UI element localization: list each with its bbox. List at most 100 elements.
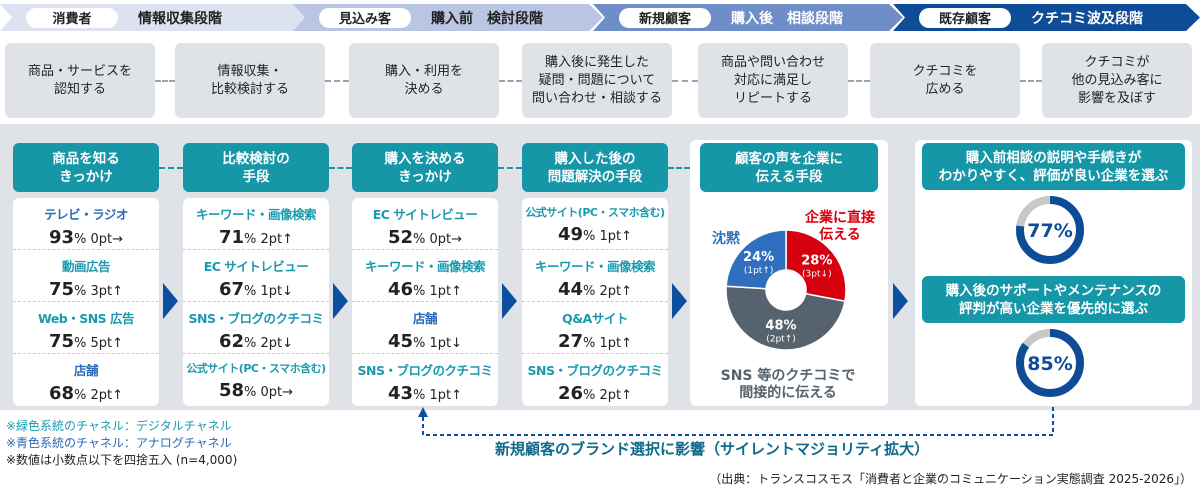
channel-item: SNS・ブログのクチコミ 43% 1pt↑ — [352, 354, 498, 406]
percent-unit: % — [74, 336, 91, 351]
percent-unit: % — [244, 232, 261, 247]
pt-change: 1pt↑ — [429, 284, 463, 299]
channel-label: SNS・ブログのクチコミ — [188, 311, 324, 326]
column-header: 購入した後の 問題解決の手段 — [522, 143, 668, 192]
arrow-up-icon — [418, 407, 428, 417]
step-connector — [325, 80, 349, 82]
channel-label: 店舗 — [73, 363, 99, 378]
stage-4: 既存顧客 クチコミ波及段階 — [893, 4, 1200, 31]
voice-header: 顧客の声を企業に 伝える手段 — [700, 143, 878, 192]
column-header: 商品を知る きっかけ — [13, 143, 159, 192]
stage-pill: 消費者 — [26, 8, 118, 28]
stage-title: 購入後 相談段階 — [731, 10, 843, 27]
channel-item: キーワード・画像検索 44% 2pt↑ — [522, 250, 668, 302]
percent-unit: % — [244, 385, 261, 400]
percent-unit: % — [413, 284, 430, 299]
influence-connector — [418, 407, 1054, 436]
percent-unit: % — [74, 388, 91, 403]
channel-label: 店舗 — [412, 311, 438, 326]
channel-label: SNS・ブログのクチコミ — [527, 363, 663, 378]
header-connector — [159, 167, 183, 169]
slice-label: 企業に直接 — [804, 209, 875, 226]
channel-label: EC サイトレビュー — [372, 207, 478, 222]
percentage: 58 — [218, 380, 245, 401]
source-citation: （出典：トランスコスモス「消費者と企業のコミュニケーション実態調査 2025-2… — [709, 472, 1192, 486]
channel-label: 動画広告 — [61, 259, 111, 274]
header-connector — [498, 167, 522, 169]
channel-value: 68% 2pt↑ — [13, 383, 159, 404]
channel-value: 62% 2pt↓ — [183, 331, 329, 352]
column-header: 比較検討の 手段 — [183, 143, 329, 192]
percentage: 68 — [48, 383, 75, 404]
step-connector — [499, 80, 522, 82]
notes: ※緑色系統のチャネル：デジタルチャネル ※青色系統のチャネル：アナログチャネル … — [6, 418, 237, 469]
percentage: 44 — [557, 279, 584, 300]
pt-change: 1pt↓ — [429, 336, 463, 351]
stage-pill: 見込み客 — [319, 8, 411, 28]
percentage: 43 — [387, 383, 414, 404]
percent-unit: % — [583, 229, 600, 244]
stage-1: 消費者 情報収集段階 — [0, 4, 310, 31]
channel-value: 75% 5pt↑ — [13, 331, 159, 352]
pt-change: 1pt↑ — [599, 336, 633, 351]
channel-label: 公式サイト(PC・スマホ含む) — [525, 206, 665, 219]
pt-change: 0pt→ — [90, 232, 124, 247]
journey-step: クチコミを 広める — [870, 43, 1020, 118]
channel-value: 46% 1pt↑ — [352, 279, 498, 300]
percentage: 45 — [387, 331, 414, 352]
stage-2: 見込み客 購入前 検討段階 — [293, 4, 603, 31]
pt-change: 2pt↑ — [599, 284, 633, 299]
pt-change: 3pt↑ — [90, 284, 124, 299]
pt-change: 1pt↑ — [429, 388, 463, 403]
channel-value: 93% 0pt→ — [13, 227, 159, 248]
channel-value: 71% 2pt↑ — [183, 227, 329, 248]
pt-change: 1pt↓ — [260, 284, 294, 299]
channel-item: キーワード・画像検索 46% 1pt↑ — [352, 250, 498, 302]
dashed-connector-line — [422, 407, 1054, 436]
channel-item: テレビ・ラジオ 93% 0pt→ — [13, 198, 159, 250]
pt-change: 5pt↑ — [90, 336, 124, 351]
journey-step: 商品や問い合わせ 対応に満足し リピートする — [698, 43, 848, 118]
channel-value: 43% 1pt↑ — [352, 383, 498, 404]
slice-label: SNS 等のクチコミで — [721, 367, 856, 384]
percent-unit: % — [244, 336, 261, 351]
ring-progress — [1016, 196, 1084, 264]
pt-change: 2pt↑ — [90, 388, 124, 403]
channel-item: SNS・ブログのクチコミ 62% 2pt↓ — [183, 302, 329, 354]
percent-unit: % — [244, 284, 261, 299]
percentage: 75 — [48, 331, 75, 352]
channel-value: 44% 2pt↑ — [522, 279, 668, 300]
channel-value: 27% 1pt↑ — [522, 331, 668, 352]
channel-value: 58% 0pt→ — [183, 380, 329, 401]
channel-item: 公式サイト(PC・スマホ含む) 58% 0pt→ — [183, 354, 329, 406]
slice-change: (3pt↓) — [802, 270, 832, 280]
stage-title: クチコミ波及段階 — [1031, 10, 1143, 27]
journey-step: 商品・サービスを 認知する — [5, 43, 155, 118]
stage-title: 情報収集段階 — [138, 10, 222, 27]
donut-slice — [785, 229, 847, 303]
channel-label: SNS・ブログのクチコミ — [357, 363, 493, 378]
ring-value: 85% — [1027, 353, 1072, 375]
percentage: 49 — [557, 224, 584, 245]
channel-card: EC サイトレビュー 52% 0pt→ キーワード・画像検索 46% 1pt↑ 店舗 45… — [352, 198, 498, 406]
channel-label: キーワード・画像検索 — [195, 207, 317, 222]
channel-card: テレビ・ラジオ 93% 0pt→ 動画広告 75% 3pt↑ Web・SNS 広告 75%… — [13, 198, 159, 406]
voice-card: 顧客の声を企業に 伝える手段 28% (3pt↓) 48% (2pt↑) 24% (1pt… — [690, 140, 888, 406]
channel-item: キーワード・画像検索 71% 2pt↑ — [183, 198, 329, 250]
ring-value: 77% — [1027, 220, 1072, 242]
donut-slice — [725, 229, 787, 290]
slice-label: 間接的に伝える — [739, 384, 837, 401]
channel-value: 45% 1pt↓ — [352, 331, 498, 352]
channel-label: キーワード・画像検索 — [364, 259, 486, 274]
header-connector — [668, 167, 690, 169]
channel-label: 公式サイト(PC・スマホ含む) — [186, 362, 326, 375]
next-arrow-icon — [163, 283, 178, 319]
next-arrow-icon — [333, 283, 348, 319]
channel-item: 店舗 68% 2pt↑ — [13, 354, 159, 406]
percent-unit: % — [74, 232, 91, 247]
channel-label: EC サイトレビュー — [203, 259, 309, 274]
channel-item: Web・SNS 広告 75% 5pt↑ — [13, 302, 159, 354]
column-header: 購入を決める きっかけ — [352, 143, 498, 192]
percent-unit: % — [413, 388, 430, 403]
